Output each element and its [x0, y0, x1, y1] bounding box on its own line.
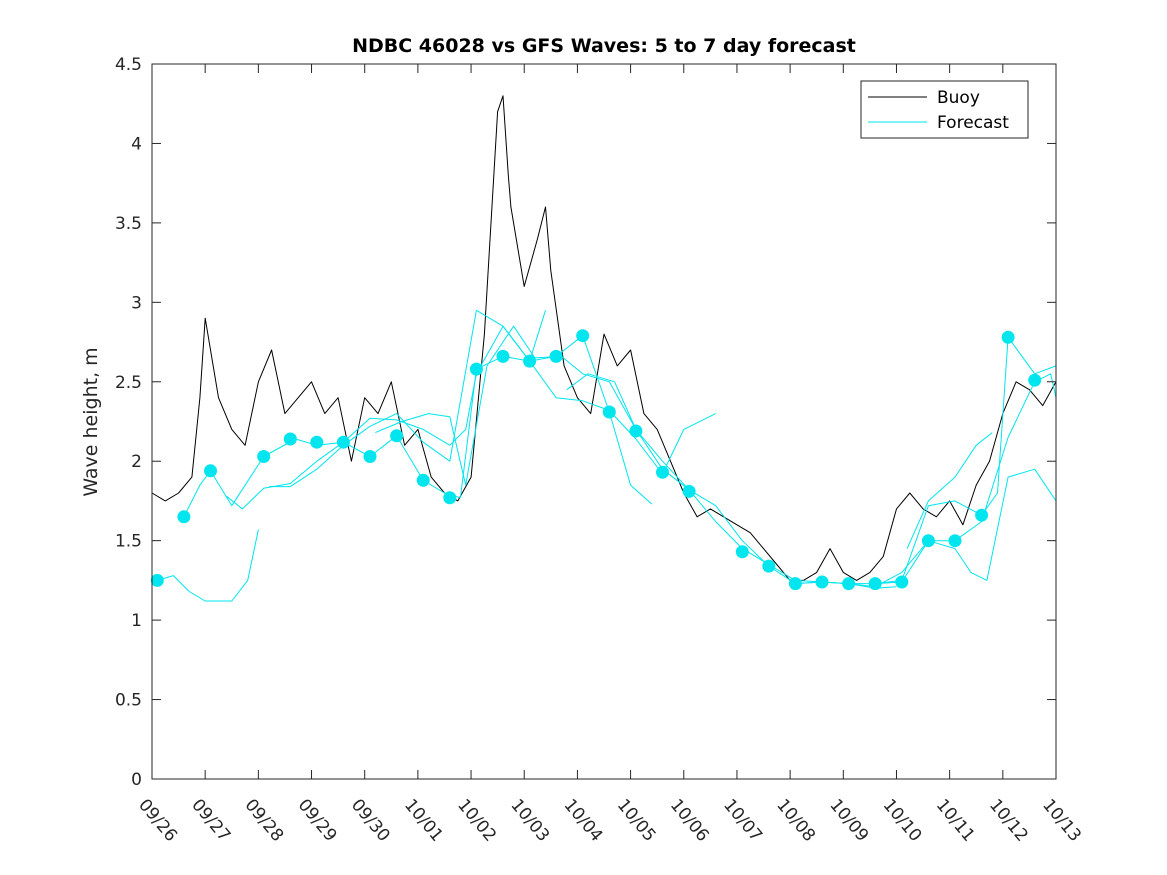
forecast-marker — [921, 534, 935, 548]
forecast-marker — [310, 435, 324, 449]
forecast-marker — [682, 484, 696, 498]
y-axis-ticks: 0 0.5 1 1.5 2 2.5 3 3.5 4 4.5 — [115, 55, 1056, 790]
forecast-marker — [629, 424, 643, 438]
forecast-marker — [842, 577, 856, 591]
axes-box — [151, 63, 1057, 780]
forecast-marker — [975, 508, 989, 522]
legend-box — [860, 80, 1029, 139]
forecast-marker — [576, 329, 590, 343]
y-tick-label: 0 — [131, 770, 142, 790]
y-tick-label: 0.5 — [115, 691, 142, 711]
legend: Buoy Forecast — [860, 80, 1029, 139]
forecast-marker — [283, 432, 297, 446]
forecast-marker — [656, 465, 669, 479]
y-tick-label: 4 — [131, 134, 142, 154]
y-axis-label: Wave height, m — [80, 347, 102, 496]
marker-layer — [150, 329, 1042, 591]
forecast-marker — [523, 354, 537, 368]
forecast-marker — [948, 534, 962, 548]
legend-buoy-label: Buoy — [937, 88, 980, 108]
forecast-marker — [735, 545, 749, 559]
forecast-marker — [788, 577, 802, 591]
forecast-marker — [868, 577, 882, 591]
forecast-marker — [443, 491, 457, 505]
forecast-series-line — [269, 309, 716, 488]
y-tick-label: 4.5 — [115, 55, 142, 75]
forecast-series-line — [906, 432, 993, 549]
forecast-marker — [1028, 373, 1042, 387]
chart-title: NDBC 46028 vs GFS Waves: 5 to 7 day fore… — [352, 35, 856, 57]
legend-forecast-label: Forecast — [937, 113, 1009, 133]
forecast-marker — [496, 349, 510, 363]
forecast-marker — [762, 559, 776, 573]
y-tick-label: 3 — [131, 293, 142, 313]
y-tick-label: 3.5 — [115, 214, 142, 234]
forecast-marker — [390, 429, 404, 443]
forecast-marker — [469, 362, 483, 376]
plot-area — [152, 64, 1056, 779]
forecast-marker — [895, 575, 909, 589]
y-tick-label: 2 — [131, 452, 142, 472]
y-tick-label: 1.5 — [115, 532, 142, 552]
forecast-marker — [602, 405, 616, 419]
forecast-marker — [815, 575, 829, 589]
forecast-marker — [1001, 330, 1015, 344]
forecast-series-line — [157, 529, 259, 602]
y-tick-label: 2.5 — [115, 373, 142, 393]
forecast-marker — [150, 573, 164, 587]
forecast-marker — [336, 435, 350, 449]
buoy-series-line — [151, 95, 1057, 581]
forecast-marker — [549, 349, 563, 363]
forecast-marker — [257, 450, 271, 463]
forecast-marker — [416, 473, 430, 487]
forecast-marker — [177, 510, 191, 524]
forecast-marker — [204, 464, 217, 478]
y-tick-label: 1 — [131, 611, 142, 631]
forecast-marker — [363, 450, 377, 463]
forecast-series-line — [375, 325, 897, 589]
